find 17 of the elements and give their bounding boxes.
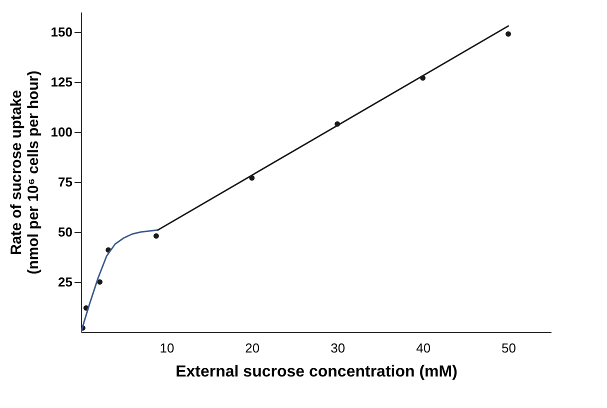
y-tick-label: 75: [58, 174, 72, 190]
point: [97, 279, 103, 285]
y-tick-label: 150: [50, 24, 72, 40]
x-axis-title: External sucrose concentration (mM): [176, 364, 458, 380]
y-tick-label: 50: [58, 224, 72, 240]
point: [153, 233, 159, 239]
y-axis-title: Rate of sucrose uptake (nmol per 10⁶ cells per hour): [8, 70, 42, 274]
x-tick-label: 40: [416, 340, 431, 356]
x-tick-label: 50: [502, 340, 516, 356]
x-tick-label: 10: [160, 340, 174, 356]
y-tick-label: 100: [50, 124, 72, 140]
x-tick-label: 20: [245, 340, 260, 356]
y-tick-label: 25: [58, 274, 72, 290]
x-tick-label: 30: [330, 340, 346, 356]
point: [506, 31, 512, 37]
y-tick-label: 125: [50, 74, 72, 90]
line-series: [81, 229, 159, 332]
